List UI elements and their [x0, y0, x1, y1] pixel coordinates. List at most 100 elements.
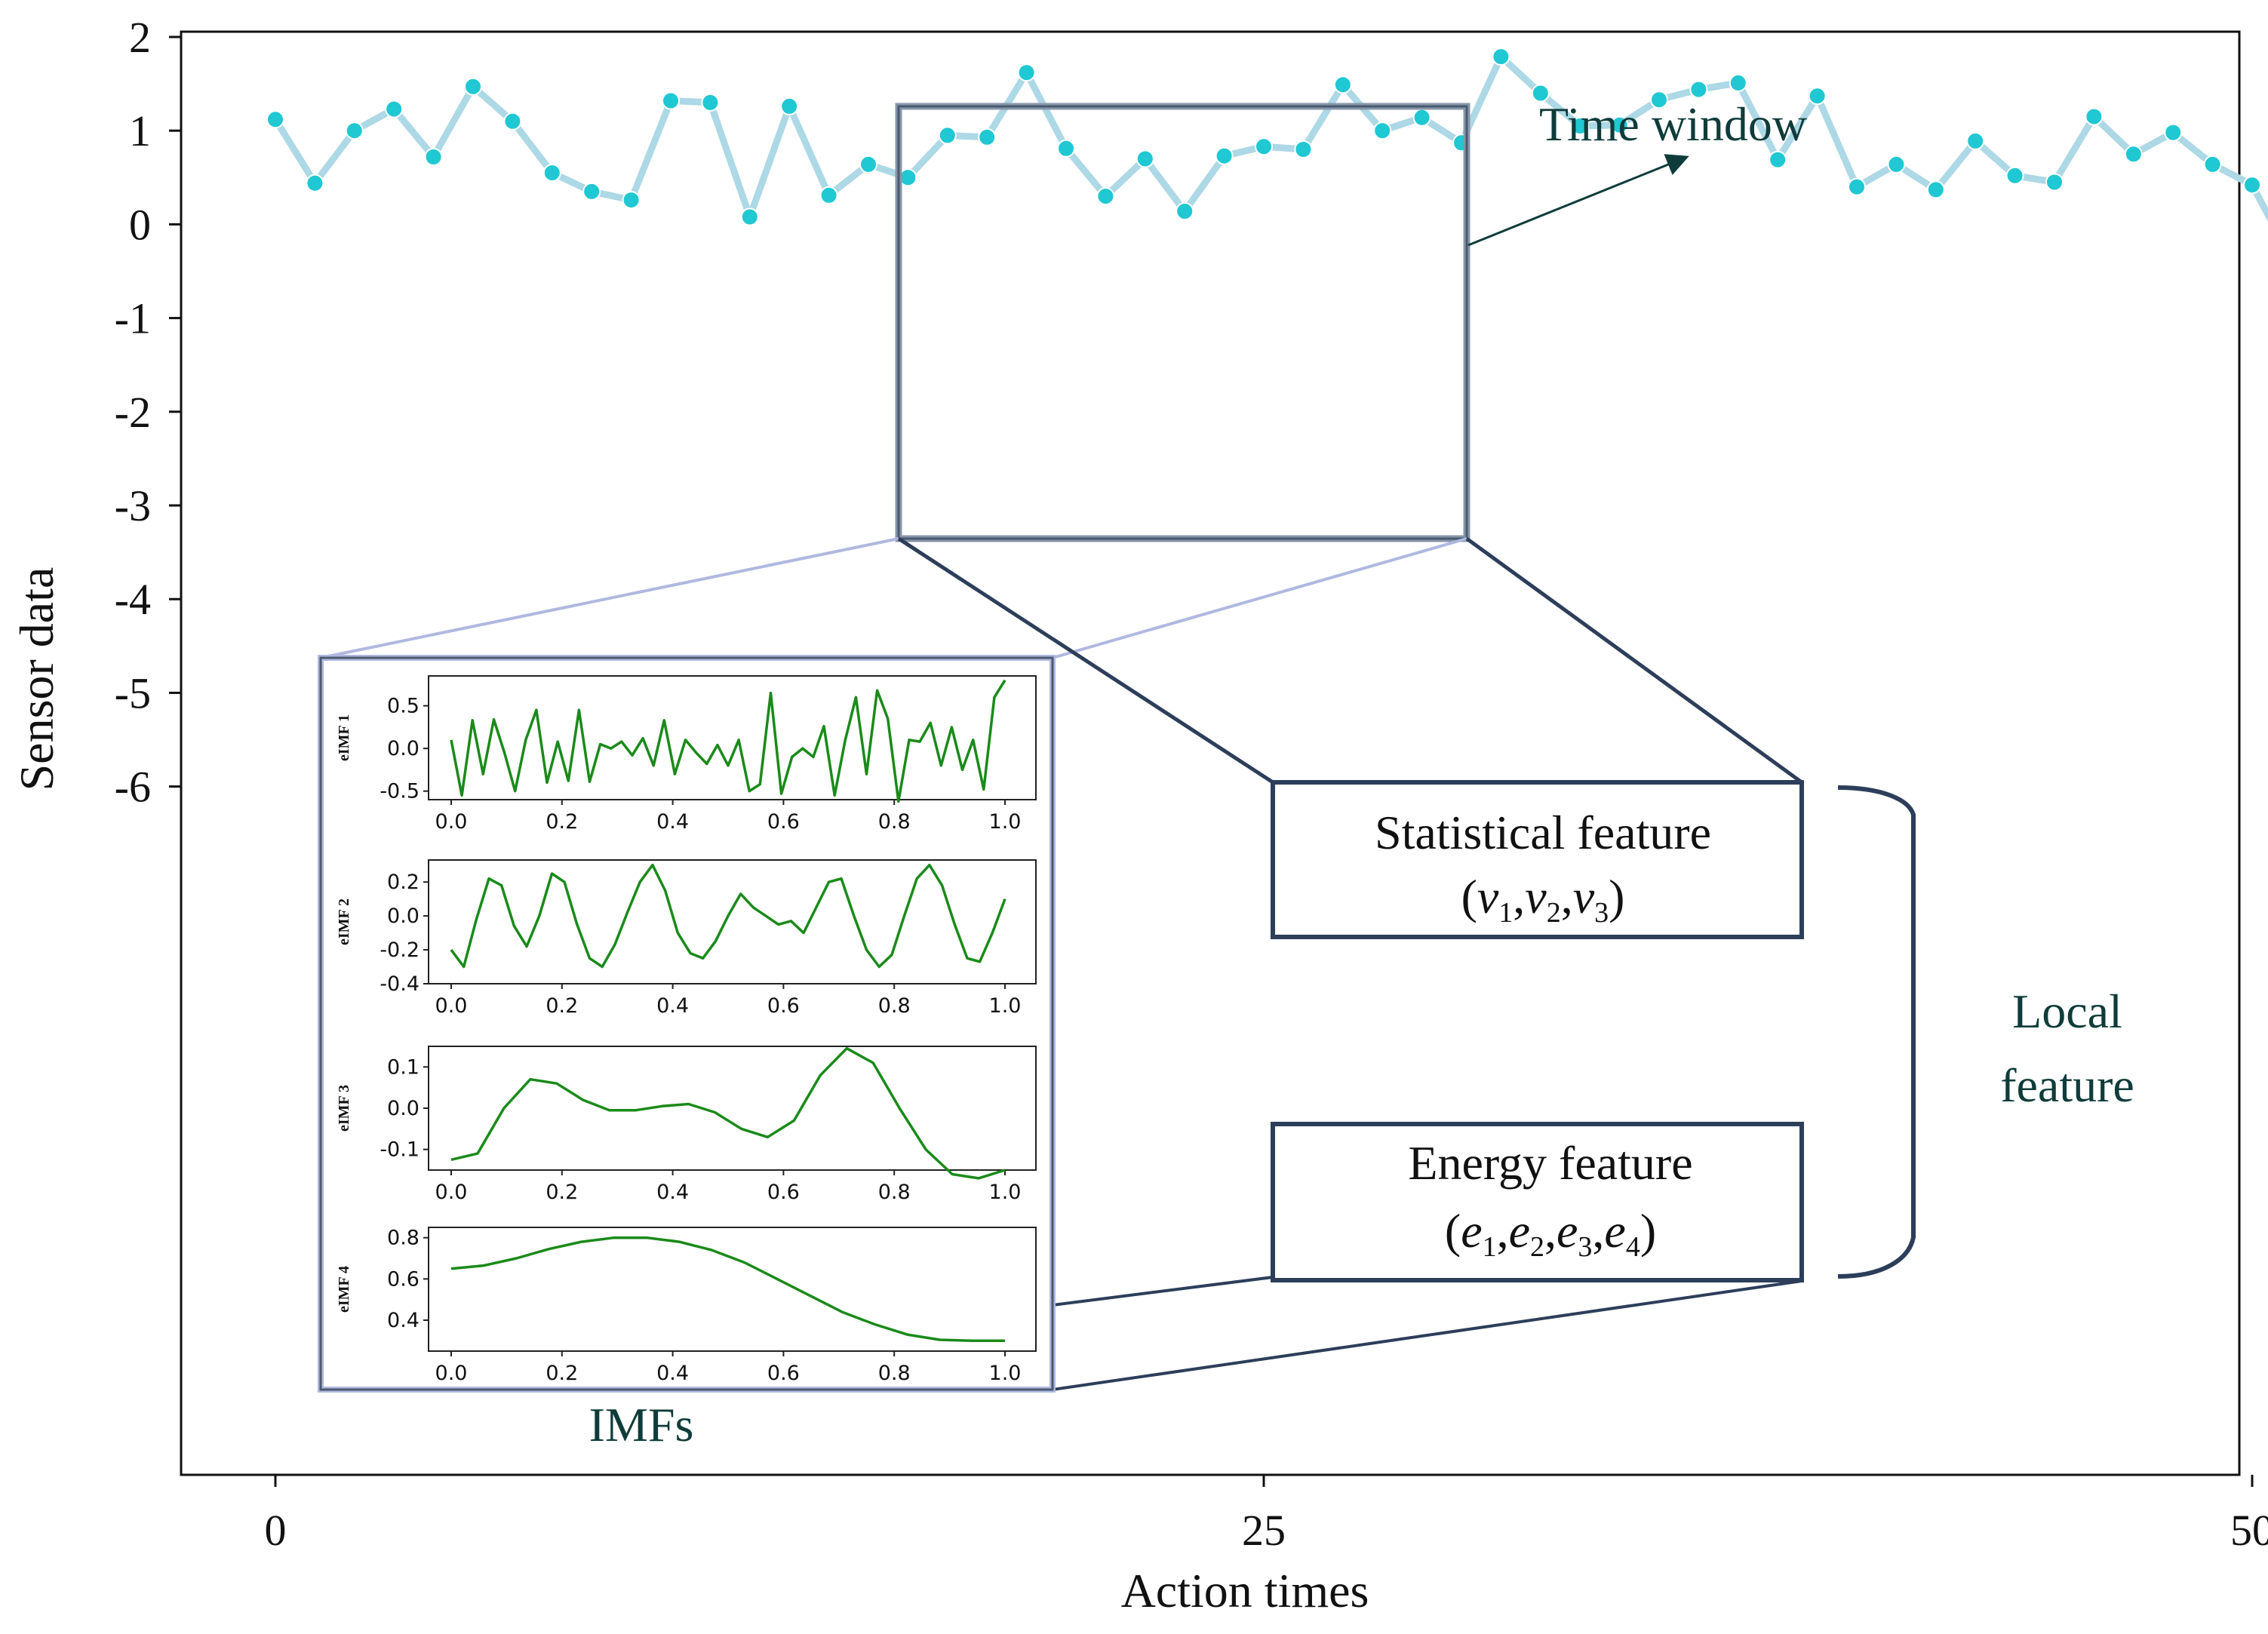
imf-y-tick-label: 0.0	[387, 1097, 419, 1120]
data-point	[1255, 137, 1273, 156]
imf-x-tick-label: 0.8	[878, 1181, 911, 1204]
data-point	[701, 93, 720, 112]
x-tick-label: 50	[2230, 1506, 2268, 1555]
imf-x-tick-label: 0.6	[767, 994, 800, 1018]
data-point	[899, 168, 917, 187]
y-axis: 2 1 0 -1 -2 -3 -4 -5 -6	[115, 13, 181, 812]
data-point	[385, 100, 404, 118]
data-point	[306, 174, 324, 192]
imf-panel-frame	[428, 1046, 1037, 1171]
imf-panel: 0.1 0.0 -0.1 0.0 0.2 0.4 0.6 0.8 1.0 eIMF 3	[336, 1046, 1037, 1204]
imf-panels: 0.5 0.0 -0.5 0.0 0.2 0.4 0.6 0.8 1.0 eIMF 1 0.2 0.0…	[336, 675, 1037, 1385]
imf-y-tick-label: -0.4	[380, 972, 419, 996]
imf-x-tick-label: 1.0	[989, 1362, 1022, 1385]
data-point	[2124, 145, 2143, 164]
imf-panel: 0.8 0.6 0.4 0.0 0.2 0.4 0.6 0.8 1.0 eIMF 4	[336, 1227, 1037, 1385]
imf-x-tick-label: 0.0	[435, 1362, 468, 1385]
imf-x-tick-label: 1.0	[989, 994, 1022, 1018]
imf-panel: 0.5 0.0 -0.5 0.0 0.2 0.4 0.6 0.8 1.0 eIMF 1	[336, 675, 1037, 834]
data-point	[2164, 123, 2183, 142]
imfs-label: IMFs	[589, 1398, 694, 1451]
data-point	[266, 110, 284, 129]
imf-line	[450, 679, 1006, 803]
data-point	[1887, 155, 1906, 174]
data-point	[1531, 84, 1550, 103]
imf-y-tick-label: -0.2	[380, 938, 419, 962]
data-point	[1571, 117, 1590, 135]
imf-panel-frame	[428, 859, 1037, 984]
time-window-box	[895, 103, 1471, 542]
imf-x-tick-label: 0.6	[767, 810, 800, 834]
data-point	[819, 186, 838, 204]
local-feature-label-line2: feature	[2000, 1058, 2134, 1112]
data-point	[1808, 87, 1827, 106]
plot-frame	[180, 30, 2241, 1476]
imf-y-tick-label: 0.1	[387, 1055, 419, 1079]
imf-x-tick-label: 1.0	[989, 1181, 1022, 1204]
y-tick-label: -3	[115, 481, 151, 530]
imf-x-tick-label: 0.8	[878, 810, 911, 834]
imf-box-inner	[319, 656, 1054, 1391]
data-point	[345, 121, 364, 140]
imf-panel: 0.2 0.0 -0.2 -0.4 0.0 0.2 0.4 0.6 0.8 1.0 eIMF 2	[336, 859, 1037, 1018]
x-tick-label: 25	[1242, 1506, 1286, 1555]
time-window-box-inner	[897, 105, 1468, 540]
data-point	[780, 97, 799, 115]
y-tick-label: 2	[129, 13, 151, 62]
imf-y-tick-label: -0.1	[380, 1138, 419, 1162]
data-point	[938, 126, 957, 145]
data-point	[1769, 150, 1787, 169]
data-point	[1175, 202, 1194, 220]
data-point	[503, 112, 522, 131]
data-point	[2005, 166, 2024, 185]
imf-x-tick-label: 0.6	[767, 1181, 800, 1204]
imf-y-label: eIMF 1	[336, 714, 352, 761]
imf-x-tick-label: 0.8	[878, 994, 911, 1018]
imf-y-tick-label: 0.0	[387, 905, 419, 928]
imf-x-tick-label: 0.0	[435, 1181, 468, 1204]
data-point	[740, 207, 759, 226]
data-point	[1610, 115, 1629, 134]
imf-x-tick-label: 0.2	[545, 1362, 578, 1385]
imf-y-label: eIMF 2	[336, 898, 352, 945]
imf-x-tick-label: 0.2	[545, 810, 578, 834]
data-point	[582, 182, 601, 201]
imf-x-tick-label: 0.4	[656, 1181, 689, 1204]
imf-x-tick-label: 0.2	[545, 994, 578, 1018]
imf-panel-frame	[428, 675, 1037, 800]
data-point	[2203, 155, 2222, 174]
imf-y-label: eIMF 4	[336, 1266, 352, 1313]
x-axis-title: Action times	[1121, 1564, 1369, 1617]
data-point	[662, 91, 680, 110]
y-tick-label: 1	[129, 106, 151, 155]
imf-x-tick-label: 0.4	[656, 994, 689, 1018]
y-tick-label: -4	[115, 575, 151, 624]
x-axis: 0255075100125150175200	[265, 1475, 2268, 1555]
time-window-arrow	[1467, 154, 1689, 247]
data-point	[1650, 91, 1668, 109]
data-point	[1412, 108, 1431, 127]
data-point	[1136, 149, 1154, 168]
data-point	[1689, 80, 1708, 99]
local-feature-brace	[1837, 785, 1916, 1279]
x-tick-label: 0	[265, 1506, 287, 1555]
y-tick-label: -5	[115, 668, 151, 717]
zoom-line-left	[320, 537, 899, 659]
data-point	[859, 155, 877, 174]
data-point	[1294, 140, 1313, 158]
y-tick-label: 0	[129, 200, 151, 249]
imf-y-tick-label: 0.5	[387, 695, 419, 718]
data-point	[622, 191, 641, 210]
data-point	[1926, 180, 1945, 199]
data-point	[1017, 63, 1036, 82]
imf-y-label: eIMF 3	[336, 1085, 352, 1132]
statistical-feature-formula: (v1,v2,v3)	[1461, 870, 1625, 929]
imf-x-tick-label: 0.0	[435, 810, 468, 834]
data-point	[1333, 75, 1352, 94]
data-point	[424, 148, 443, 166]
energy-feature-formula: (e1,e2,e3,e4)	[1445, 1204, 1656, 1263]
data-point	[978, 127, 997, 146]
zoom-line-stat-right	[1465, 536, 1803, 785]
y-tick-label: -1	[115, 294, 151, 343]
